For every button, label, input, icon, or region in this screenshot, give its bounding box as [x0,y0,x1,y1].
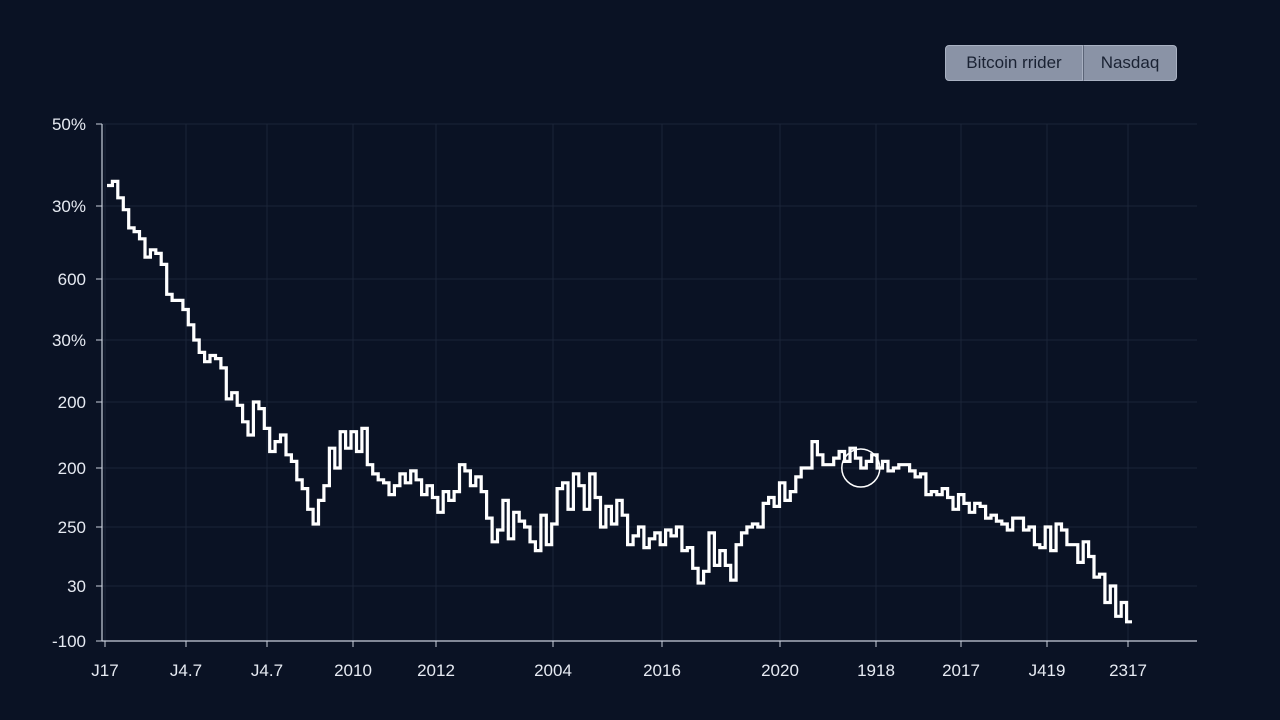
x-tick-label: 2017 [942,661,980,680]
highlight-marker [841,448,881,488]
y-tick-label: 30% [52,331,86,350]
x-tick-label: 2012 [417,661,455,680]
y-tick-label: -100 [52,632,86,651]
x-tick-label: 1918 [857,661,895,680]
markers [841,448,881,488]
series-toggle-group: Bitcoin rrider Nasdaq [945,45,1177,81]
x-tick-label: 2020 [761,661,799,680]
y-tick-label: 600 [58,270,86,289]
y-tick-label: 250 [58,518,86,537]
x-tick-label: 2004 [534,661,572,680]
x-tick-label: J4.7 [251,661,283,680]
x-tick-label: 2317 [1109,661,1147,680]
axes [96,123,1197,647]
y-tick-label: 200 [58,459,86,478]
y-tick-label: 200 [58,393,86,412]
series-line [107,179,1132,624]
bitcoin-toggle-button[interactable]: Bitcoin rrider [945,45,1083,81]
x-tick-label: 2010 [334,661,372,680]
y-tick-label: 30 [67,577,86,596]
y-tick-labels: 50% 30% 600 30% 200 200 250 30 -100 [52,115,86,651]
y-tick-label: 30% [52,197,86,216]
x-tick-label: J4.7 [170,661,202,680]
nasdaq-toggle-button[interactable]: Nasdaq [1083,45,1177,81]
x-tick-label: J419 [1029,661,1066,680]
grid-lines [102,123,1197,641]
y-tick-label: 50% [52,115,86,134]
x-tick-label: 2016 [643,661,681,680]
series [107,179,1132,624]
x-tick-label: J17 [91,661,118,680]
x-tick-labels: J17 J4.7 J4.7 2010 2012 2004 2016 2020 1918 2017 J… [91,661,1147,680]
